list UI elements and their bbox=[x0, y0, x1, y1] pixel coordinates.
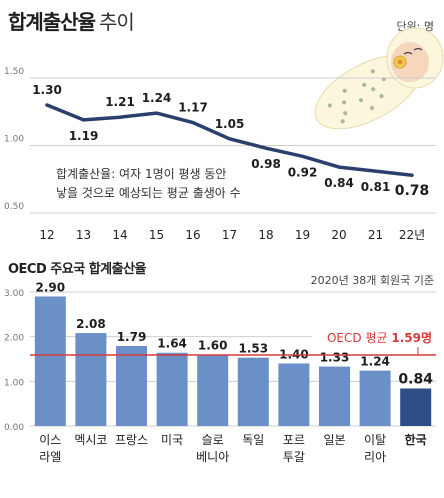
bar-3 bbox=[156, 352, 188, 426]
line-chart-ytick-label: 0.50 bbox=[4, 202, 24, 212]
bar-category-label-line: 멕시코 bbox=[74, 433, 107, 447]
line-chart-value-label: 1.30 bbox=[32, 83, 62, 97]
bar-chart-ytick-label: 1.00 bbox=[4, 378, 24, 388]
line-chart-value-label: 0.84 bbox=[324, 176, 354, 190]
line-chart-value-label: 0.92 bbox=[288, 165, 318, 179]
definition-note-line1: 합계출산율: 여자 1명이 평생 동안 bbox=[56, 167, 227, 181]
bar-4 bbox=[197, 354, 229, 426]
bar-category-label-line: 한국 bbox=[405, 432, 427, 447]
title-sub: 추이 bbox=[99, 10, 135, 34]
line-chart-value-label: 1.05 bbox=[215, 117, 245, 131]
bar-category-label-line: 리아 bbox=[364, 450, 386, 464]
bar-value-label: 1.53 bbox=[238, 342, 268, 356]
page-title: 합계출산율 추이 bbox=[8, 6, 135, 35]
bar-value-label: 2.08 bbox=[76, 317, 106, 331]
line-chart-xtick-label: 18 bbox=[258, 228, 273, 242]
fertility-trend-line-chart: 1.50 1.00 0.50 1.30 1.19 1.21 1.24 1.17 1.05 0.9… bbox=[4, 27, 444, 242]
bar-6 bbox=[278, 363, 310, 426]
oecd-average-label-value: 1.59명 bbox=[391, 331, 432, 345]
bar-2 bbox=[116, 346, 147, 426]
oecd-average-label-bg bbox=[312, 326, 436, 347]
line-chart-xtick-label: 16 bbox=[185, 228, 200, 242]
bar-category-label-line: 프랑스 bbox=[115, 433, 148, 447]
bar-category-label: 일본 bbox=[323, 433, 345, 447]
bar-0 bbox=[34, 296, 66, 426]
line-chart-ytick-label: 1.50 bbox=[4, 67, 24, 77]
bar-value-label: 1.60 bbox=[198, 339, 228, 353]
bar-category-label-line: 이탈 bbox=[364, 433, 386, 447]
title-main: 합계출산율 bbox=[8, 10, 96, 34]
bar-category-label: 미국 bbox=[161, 433, 183, 447]
line-chart-value-label: 0.81 bbox=[361, 180, 391, 194]
line-chart-value-label: 1.24 bbox=[142, 91, 172, 105]
bar-category-label-line: 포르 bbox=[283, 433, 305, 447]
line-chart-xtick-label: 14 bbox=[112, 228, 127, 242]
bar-chart-ytick-label: 3.00 bbox=[4, 289, 24, 299]
bar-category-label-line: 투갈 bbox=[283, 450, 305, 464]
bar-value-label: 1.33 bbox=[320, 351, 350, 365]
bar-category-label: 독일 bbox=[242, 433, 264, 447]
bar-1 bbox=[75, 333, 107, 426]
bar-category-label: 한국 bbox=[405, 432, 427, 447]
oecd-average-label-prefix: OECD 평균 bbox=[327, 331, 391, 345]
bar-category-label-line: 슬로 bbox=[202, 433, 224, 447]
line-chart-xtick-label: 12 bbox=[39, 228, 54, 242]
line-chart-xtick-label: 22년 bbox=[399, 228, 425, 242]
line-chart-xtick-label: 17 bbox=[222, 228, 237, 242]
bar-category-label-line: 라엘 bbox=[39, 450, 61, 464]
line-chart-xtick-label: 13 bbox=[76, 228, 91, 242]
line-chart-value-label: 0.78 bbox=[395, 183, 430, 199]
oecd-average-label: OECD 평균 1.59명 bbox=[327, 331, 432, 345]
bar-category-label-line: 미국 bbox=[161, 433, 183, 447]
bar-7 bbox=[319, 366, 350, 426]
line-chart-ytick-label: 1.00 bbox=[4, 135, 24, 145]
bar-chart-ytick-label: 0.00 bbox=[4, 423, 24, 433]
line-chart-xtick-label: 21 bbox=[368, 228, 383, 242]
bar-category-label: 멕시코 bbox=[74, 433, 107, 447]
bar-value-label: 0.84 bbox=[398, 371, 433, 387]
line-chart-value-label: 0.98 bbox=[251, 157, 281, 171]
line-chart-xtick-label: 20 bbox=[331, 228, 346, 242]
line-chart-xtick-label: 15 bbox=[149, 228, 164, 242]
bar-8 bbox=[359, 370, 391, 426]
bar-category-label-line: 일본 bbox=[323, 433, 345, 447]
bar-category-label-line: 이스 bbox=[39, 433, 61, 447]
definition-note: 합계출산율: 여자 1명이 평생 동안 낳을 것으로 예상되는 평균 출생아 수 bbox=[56, 165, 241, 203]
oecd-section-title: OECD 주요국 합계출산율 bbox=[8, 262, 147, 277]
line-chart-value-label: 1.19 bbox=[69, 129, 99, 143]
bar-value-label: 1.24 bbox=[360, 355, 390, 369]
line-chart-value-label: 1.21 bbox=[105, 95, 135, 109]
line-chart-value-label: 1.17 bbox=[178, 101, 208, 115]
bar-value-label: 1.64 bbox=[157, 337, 187, 351]
bar-category-label-line: 독일 bbox=[242, 433, 264, 447]
baby-illustration bbox=[314, 27, 444, 130]
bar-category-label: 프랑스 bbox=[115, 433, 148, 447]
line-chart-xtick-label: 19 bbox=[295, 228, 310, 242]
bar-5 bbox=[237, 357, 269, 426]
bar-chart-ytick-label: 2.00 bbox=[4, 334, 24, 344]
definition-note-line2: 낳을 것으로 예상되는 평균 출생아 수 bbox=[56, 186, 241, 200]
bar-category-label-line: 베니아 bbox=[196, 450, 229, 464]
bar-value-label: 1.79 bbox=[117, 330, 147, 344]
bar-value-label: 2.90 bbox=[35, 280, 65, 294]
bar-9 bbox=[400, 388, 432, 426]
oecd-basis-label: 2020년 38개 회원국 기준 bbox=[310, 274, 434, 287]
